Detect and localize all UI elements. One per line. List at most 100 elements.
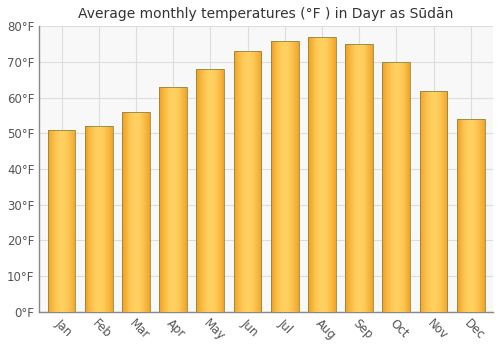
- Bar: [206, 69, 208, 312]
- Bar: [70, 130, 71, 312]
- Bar: [100, 126, 102, 312]
- Bar: [284, 41, 286, 312]
- Bar: [178, 87, 180, 312]
- Bar: [257, 51, 258, 312]
- Bar: [203, 69, 204, 312]
- Bar: [474, 119, 476, 312]
- Bar: [280, 41, 281, 312]
- Bar: [244, 51, 246, 312]
- Bar: [110, 126, 111, 312]
- Bar: [321, 37, 322, 312]
- Bar: [210, 69, 212, 312]
- Bar: [198, 69, 199, 312]
- Bar: [322, 37, 323, 312]
- Bar: [288, 41, 290, 312]
- Bar: [308, 37, 336, 312]
- Bar: [55, 130, 56, 312]
- Bar: [326, 37, 328, 312]
- Bar: [74, 130, 76, 312]
- Bar: [349, 44, 350, 312]
- Bar: [404, 62, 406, 312]
- Bar: [392, 62, 394, 312]
- Bar: [460, 119, 462, 312]
- Bar: [440, 91, 441, 312]
- Bar: [240, 51, 241, 312]
- Bar: [290, 41, 292, 312]
- Bar: [239, 51, 240, 312]
- Bar: [149, 112, 150, 312]
- Bar: [128, 112, 130, 312]
- Bar: [430, 91, 432, 312]
- Bar: [283, 41, 284, 312]
- Bar: [368, 44, 370, 312]
- Bar: [479, 119, 480, 312]
- Bar: [364, 44, 366, 312]
- Bar: [98, 126, 100, 312]
- Bar: [48, 130, 76, 312]
- Bar: [201, 69, 202, 312]
- Bar: [441, 91, 442, 312]
- Bar: [446, 91, 448, 312]
- Bar: [462, 119, 464, 312]
- Bar: [402, 62, 403, 312]
- Bar: [196, 69, 224, 312]
- Bar: [60, 130, 62, 312]
- Bar: [67, 130, 68, 312]
- Bar: [297, 41, 298, 312]
- Bar: [328, 37, 330, 312]
- Bar: [425, 91, 426, 312]
- Bar: [401, 62, 402, 312]
- Bar: [444, 91, 446, 312]
- Bar: [476, 119, 478, 312]
- Bar: [330, 37, 332, 312]
- Bar: [389, 62, 390, 312]
- Bar: [424, 91, 425, 312]
- Bar: [238, 51, 239, 312]
- Bar: [216, 69, 217, 312]
- Bar: [85, 126, 112, 312]
- Bar: [426, 91, 427, 312]
- Bar: [258, 51, 260, 312]
- Bar: [250, 51, 252, 312]
- Bar: [251, 51, 252, 312]
- Bar: [323, 37, 324, 312]
- Bar: [218, 69, 220, 312]
- Bar: [213, 69, 214, 312]
- Bar: [408, 62, 410, 312]
- Bar: [366, 44, 368, 312]
- Bar: [134, 112, 135, 312]
- Bar: [292, 41, 293, 312]
- Bar: [53, 130, 54, 312]
- Bar: [62, 130, 64, 312]
- Bar: [294, 41, 295, 312]
- Bar: [254, 51, 255, 312]
- Bar: [148, 112, 149, 312]
- Bar: [196, 69, 198, 312]
- Bar: [324, 37, 326, 312]
- Bar: [111, 126, 112, 312]
- Bar: [361, 44, 362, 312]
- Bar: [295, 41, 296, 312]
- Bar: [483, 119, 484, 312]
- Bar: [57, 130, 58, 312]
- Bar: [432, 91, 434, 312]
- Bar: [335, 37, 336, 312]
- Bar: [106, 126, 107, 312]
- Bar: [399, 62, 400, 312]
- Bar: [468, 119, 469, 312]
- Bar: [243, 51, 244, 312]
- Bar: [480, 119, 481, 312]
- Bar: [420, 91, 448, 312]
- Bar: [386, 62, 387, 312]
- Bar: [332, 37, 333, 312]
- Bar: [200, 69, 201, 312]
- Bar: [132, 112, 133, 312]
- Bar: [308, 37, 309, 312]
- Bar: [320, 37, 321, 312]
- Bar: [271, 41, 298, 312]
- Bar: [350, 44, 351, 312]
- Bar: [133, 112, 134, 312]
- Bar: [54, 130, 55, 312]
- Bar: [396, 62, 398, 312]
- Bar: [252, 51, 253, 312]
